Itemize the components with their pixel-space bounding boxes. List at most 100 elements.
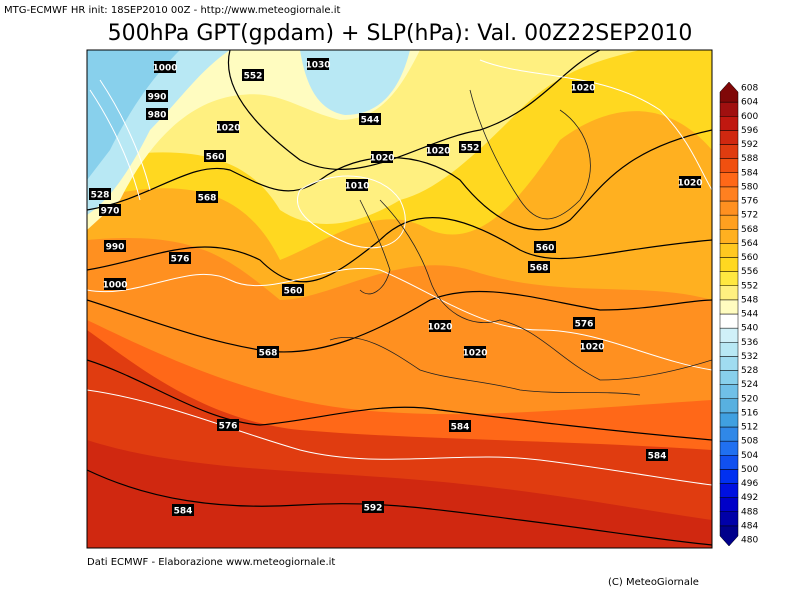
label-box (371, 151, 393, 163)
colorbar-bin (719, 81, 739, 103)
gpt-contours (87, 50, 712, 546)
contour-label: 560 (284, 287, 303, 297)
label-box (429, 320, 451, 332)
colorbar-bin (719, 285, 739, 301)
label-box (362, 501, 384, 513)
slp-contours (87, 59, 712, 486)
colorbar-bin (719, 158, 739, 173)
colorbar-label: 504 (741, 451, 758, 461)
contour-label: 544 (361, 116, 380, 126)
label-box (359, 113, 381, 125)
contour-labels: 1000 990 980 1020 552 1030 544 560 1020 1020 552 10… (89, 58, 703, 517)
colorbar-label: 488 (741, 507, 758, 517)
contour-label: 576 (575, 320, 594, 330)
label-box (573, 317, 595, 329)
label-box (146, 90, 168, 102)
colorbar-label: 540 (741, 324, 758, 334)
label-box (427, 144, 449, 156)
label-box (282, 284, 304, 296)
contour-label: 1020 (579, 343, 604, 353)
label-box (89, 188, 111, 200)
label-box (196, 191, 218, 203)
label-box (581, 340, 603, 352)
colorbar-label: 576 (741, 197, 758, 207)
contour-label: 576 (171, 255, 190, 265)
colorbar-label: 572 (741, 211, 758, 221)
contour-label: 1020 (425, 147, 450, 157)
contour-label: 568 (530, 264, 549, 274)
colorbar-label: 508 (741, 437, 758, 447)
contour-label: 1000 (152, 64, 177, 74)
colorbar-label: 512 (741, 423, 758, 433)
colorbar-label: 608 (741, 84, 758, 94)
contour-label: 1030 (305, 61, 330, 71)
label-box (449, 420, 471, 432)
label-box (464, 346, 486, 358)
colorbar-bin (719, 412, 739, 428)
colorbar-bin (719, 511, 739, 527)
contour-label: 528 (91, 191, 110, 201)
colorbar-bin (719, 257, 739, 272)
colorbar-bin (719, 299, 739, 315)
colorbar-bin (719, 313, 739, 329)
colorbar-label: 588 (741, 154, 758, 164)
label-box (459, 141, 481, 153)
colorbar-bin (719, 130, 739, 145)
colorbar-label: 584 (741, 168, 758, 178)
colorbar-label: 580 (741, 182, 758, 192)
label-box (534, 241, 556, 253)
label-box (169, 252, 191, 264)
colorbar-label: 592 (741, 140, 758, 150)
label-box (257, 346, 279, 358)
coastlines (329, 89, 712, 396)
field-528 (87, 50, 180, 180)
colorbar-label: 532 (741, 352, 758, 362)
label-box (572, 81, 594, 93)
colorbar-bin (719, 342, 739, 357)
map-title: 500hPa GPT(gpdam) + SLP(hPa): Val. 00Z22… (108, 21, 693, 46)
colorbar-bin (719, 101, 739, 117)
contour-label: 990 (106, 243, 125, 253)
copyright: (C) MeteoGiornale (608, 577, 699, 588)
label-box (346, 179, 368, 191)
colorbar-bin (719, 214, 739, 230)
map-frame (86, 49, 713, 549)
colorbar-label: 568 (741, 225, 758, 235)
colorbar-label: 528 (741, 366, 758, 376)
contour-label: 592 (364, 504, 383, 514)
colorbar-label: 600 (741, 112, 758, 122)
contour-label: 584 (451, 423, 470, 433)
colorbar-bin (719, 384, 739, 399)
contour-label: 568 (259, 349, 278, 359)
colorbar-bin (719, 271, 739, 286)
label-box (204, 150, 226, 162)
colorbar-bin (719, 200, 739, 216)
colorbar: 480 484 488 492 496 500 504 508 512 516 520 524 528 5… (719, 81, 758, 547)
colorbar-bin (719, 440, 739, 456)
colorbar-label: 560 (741, 253, 758, 263)
colorbar-bin (719, 455, 739, 470)
colorbar-bin (719, 327, 739, 343)
colorbar-bin (719, 172, 739, 188)
colorbar-label: 596 (741, 126, 758, 136)
colorbar-label: 492 (741, 493, 758, 503)
label-box (242, 69, 264, 81)
colorbar-label: 496 (741, 479, 758, 489)
contour-label: 1020 (677, 179, 702, 189)
source-note: Dati ECMWF - Elaborazione www.meteogiorn… (87, 557, 335, 568)
contour-label: 1020 (427, 323, 452, 333)
contour-label: 1020 (369, 154, 394, 164)
contour-label: 552 (461, 144, 480, 154)
colorbar-bin (719, 525, 739, 547)
colorbar-label: 520 (741, 394, 758, 404)
colorbar-label: 536 (741, 338, 758, 348)
colorbar-label: 564 (741, 239, 758, 249)
colorbar-bin (719, 469, 739, 484)
contour-label: 560 (536, 244, 555, 254)
contour-label: 1000 (102, 281, 127, 291)
contour-label: 1010 (344, 182, 369, 192)
contour-label: 1020 (462, 349, 487, 359)
colorbar-label: 548 (741, 295, 758, 305)
contour-label: 1020 (215, 124, 240, 134)
